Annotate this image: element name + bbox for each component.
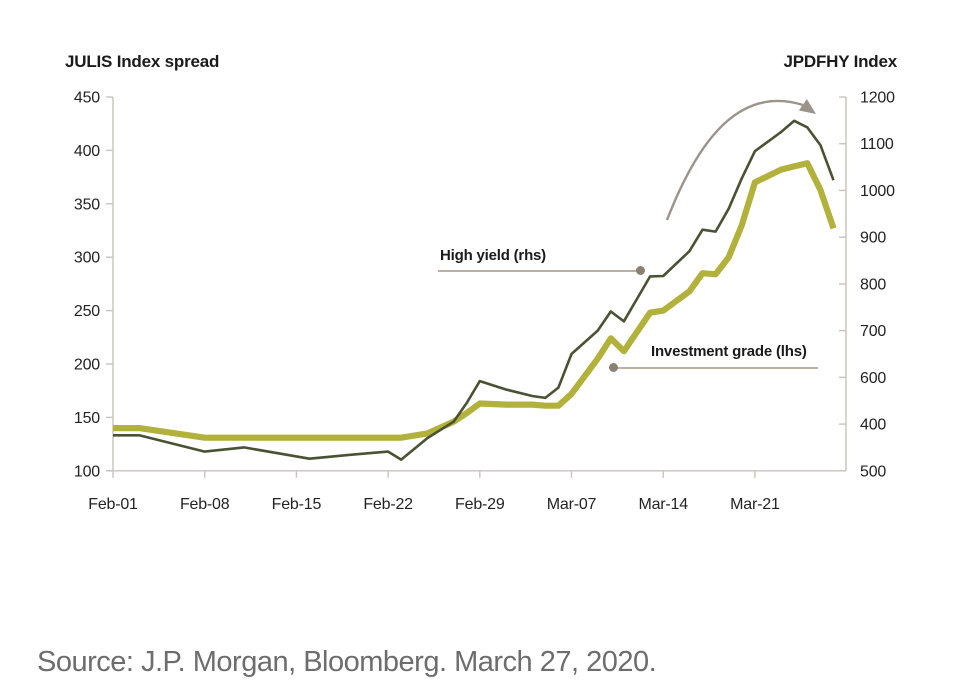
series-line-investment-grade (113, 160, 837, 441)
trend-arrow (665, 99, 804, 221)
right-axis-tick-label: 700 (860, 323, 886, 340)
left-axis-tick-label: 350 (74, 196, 100, 213)
x-axis-tick-label: Feb-15 (272, 496, 322, 513)
series-layer (113, 119, 837, 461)
right-axis-tick-label: 400 (860, 417, 886, 434)
left-axis-title: JULIS Index spread (65, 52, 220, 71)
left-axis-tick-label: 100 (74, 463, 100, 480)
x-axis-tick-label: Mar-14 (638, 496, 688, 513)
right-axis-tick-label: 1000 (860, 183, 895, 200)
right-axis-tick-label: 500 (860, 463, 886, 480)
left-axis-tick-label: 300 (74, 250, 100, 267)
investment-grade-leader-line (617, 367, 818, 369)
right-axis-title: JPDFHY Index (783, 52, 898, 71)
right-axis-tick-label: 900 (860, 230, 886, 247)
investment-grade-label: Investment grade (lhs) (651, 343, 807, 360)
right-axis-tick-label: 600 (860, 370, 886, 387)
x-axis-tick-label: Mar-07 (547, 496, 597, 513)
investment-grade-leader-dot (609, 363, 618, 372)
axes-layer: 450 400 350 300 250 200 150 100 1200 1100 1000 900 8… (74, 90, 895, 513)
high-yield-label: High yield (rhs) (440, 247, 546, 264)
source-text: Source: J.P. Morgan, Bloomberg. March 27… (37, 646, 657, 678)
x-axis-tick-label: Mar-21 (730, 496, 780, 513)
right-axis-tick-label: 1100 (860, 136, 894, 153)
left-axis-tick-label: 250 (74, 303, 100, 320)
left-axis-tick-label: 450 (74, 90, 100, 107)
x-axis-tick-label: Feb-01 (88, 496, 138, 513)
high-yield-leader-dot (636, 266, 645, 275)
series-line-high-yield (113, 119, 835, 461)
x-axis-tick-label: Feb-22 (363, 496, 413, 513)
right-axis-tick-label: 1200 (860, 90, 895, 107)
left-axis-tick-label: 150 (74, 410, 100, 427)
trend-arrow-head (798, 99, 816, 114)
high-yield-leader-line (438, 270, 637, 272)
left-axis-tick-label: 200 (74, 357, 100, 374)
x-axis-tick-label: Feb-08 (180, 496, 230, 513)
right-axis-tick-label: 800 (860, 276, 886, 293)
x-axis-tick-label: Feb-29 (455, 496, 505, 513)
left-axis-tick-label: 400 (74, 143, 100, 160)
